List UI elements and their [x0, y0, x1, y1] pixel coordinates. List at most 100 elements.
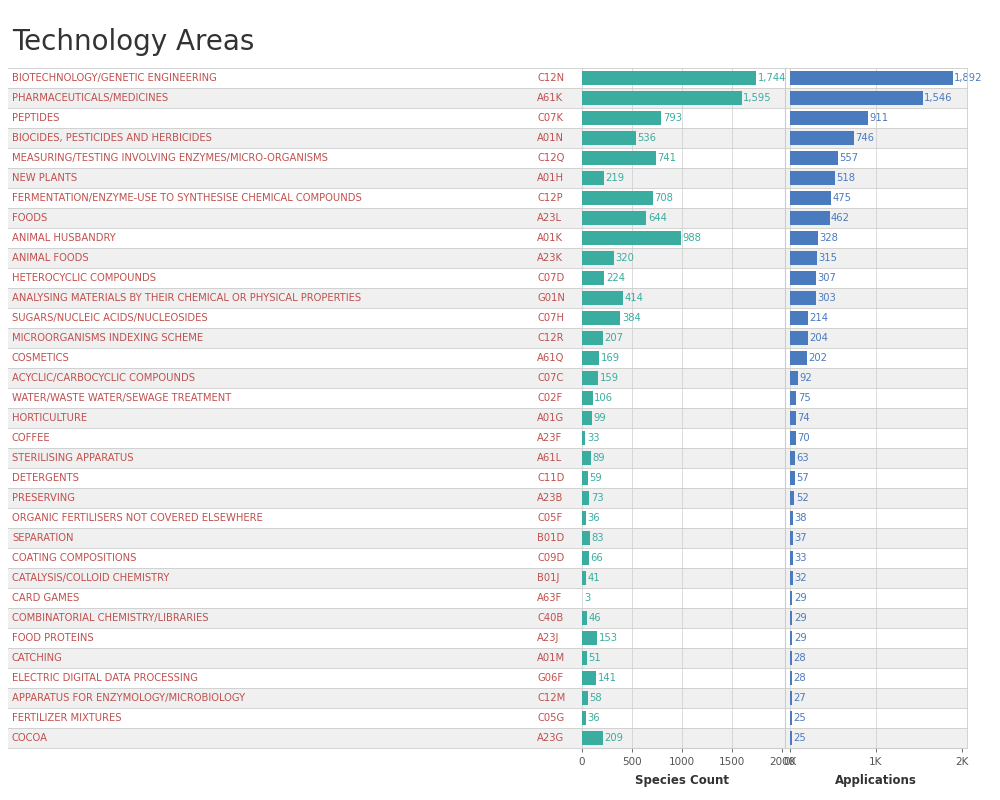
Text: SEPARATION: SEPARATION [12, 533, 74, 543]
Text: 41: 41 [588, 573, 600, 583]
Text: 3: 3 [584, 593, 590, 603]
Bar [790, 450, 795, 465]
Text: 462: 462 [831, 213, 850, 223]
Text: 51: 51 [589, 653, 601, 663]
Bar [790, 131, 854, 146]
Text: A23L: A23L [537, 213, 562, 223]
Text: 315: 315 [818, 253, 837, 263]
Bar [790, 71, 953, 86]
Text: B01D: B01D [537, 533, 564, 543]
Text: CARD GAMES: CARD GAMES [12, 593, 79, 603]
Bar [790, 331, 808, 346]
Text: 328: 328 [819, 233, 838, 243]
Text: 32: 32 [794, 573, 807, 583]
Text: ORGANIC FERTILISERS NOT COVERED ELSEWHERE: ORGANIC FERTILISERS NOT COVERED ELSEWHER… [12, 513, 263, 523]
Text: PHARMACEUTICALS/MEDICINES: PHARMACEUTICALS/MEDICINES [12, 93, 168, 103]
Text: G01N: G01N [537, 293, 565, 303]
Bar [582, 550, 589, 565]
Text: ACYCLIC/CARBOCYCLIC COMPOUNDS: ACYCLIC/CARBOCYCLIC COMPOUNDS [12, 373, 195, 383]
Bar [582, 231, 681, 245]
Text: 63: 63 [797, 453, 809, 463]
Bar [790, 630, 792, 645]
Bar [582, 251, 614, 266]
Bar [790, 371, 798, 385]
Text: 75: 75 [798, 393, 810, 403]
Text: C12N: C12N [537, 73, 564, 83]
Text: C40B: C40B [537, 613, 563, 623]
Bar [790, 531, 793, 546]
Bar [790, 411, 796, 426]
Bar [790, 670, 792, 685]
Text: C12M: C12M [537, 693, 565, 703]
Text: COFFEE: COFFEE [12, 433, 51, 443]
Text: 58: 58 [589, 693, 602, 703]
Text: A01K: A01K [537, 233, 563, 243]
Text: B01J: B01J [537, 573, 559, 583]
Text: COATING COMPOSITIONS: COATING COMPOSITIONS [12, 553, 136, 563]
Text: BIOTECHNOLOGY/GENETIC ENGINEERING: BIOTECHNOLOGY/GENETIC ENGINEERING [12, 73, 217, 83]
Text: C11D: C11D [537, 473, 564, 483]
Text: 28: 28 [794, 673, 806, 683]
Text: COCOA: COCOA [12, 733, 48, 743]
Text: 83: 83 [592, 533, 604, 543]
Text: 106: 106 [594, 393, 613, 403]
Bar [582, 731, 603, 746]
Bar [790, 291, 816, 305]
Text: C02F: C02F [537, 393, 562, 403]
Bar [790, 391, 796, 405]
Text: WATER/WASTE WATER/SEWAGE TREATMENT: WATER/WASTE WATER/SEWAGE TREATMENT [12, 393, 231, 403]
Text: BIOCIDES, PESTICIDES AND HERBICIDES: BIOCIDES, PESTICIDES AND HERBICIDES [12, 133, 212, 143]
Text: ANIMAL HUSBANDRY: ANIMAL HUSBANDRY [12, 233, 116, 243]
Text: 204: 204 [809, 333, 828, 343]
Text: ANIMAL FOODS: ANIMAL FOODS [12, 253, 89, 263]
Text: G06F: G06F [537, 673, 563, 683]
Text: 36: 36 [587, 513, 600, 523]
X-axis label: Species Count: Species Count [635, 774, 729, 787]
Text: 99: 99 [593, 413, 606, 423]
Text: 988: 988 [682, 233, 701, 243]
Bar [790, 430, 796, 445]
Text: MEASURING/TESTING INVOLVING ENZYMES/MICRO-ORGANISMS: MEASURING/TESTING INVOLVING ENZYMES/MICR… [12, 153, 328, 163]
Bar [582, 371, 598, 385]
Text: 307: 307 [818, 273, 837, 283]
X-axis label: Applications: Applications [835, 774, 917, 787]
Bar [790, 470, 795, 485]
Text: 74: 74 [798, 413, 810, 423]
Text: C12R: C12R [537, 333, 564, 343]
Text: PEPTIDES: PEPTIDES [12, 113, 59, 123]
Bar [582, 151, 656, 166]
Bar [582, 690, 588, 706]
Text: FOOD PROTEINS: FOOD PROTEINS [12, 633, 94, 643]
Bar [790, 111, 868, 126]
Bar [790, 550, 793, 565]
Text: HORTICULTURE: HORTICULTURE [12, 413, 87, 423]
Text: A61K: A61K [537, 93, 563, 103]
Bar [582, 310, 620, 325]
Text: 169: 169 [600, 353, 620, 363]
Text: 518: 518 [836, 173, 855, 183]
Bar [582, 131, 636, 146]
Text: 159: 159 [599, 373, 619, 383]
Text: 209: 209 [604, 733, 623, 743]
Text: 1,744: 1,744 [758, 73, 786, 83]
Bar [582, 211, 646, 226]
Text: STERILISING APPARATUS: STERILISING APPARATUS [12, 453, 134, 463]
Bar [582, 191, 653, 206]
Text: A63F: A63F [537, 593, 562, 603]
Bar [790, 270, 816, 286]
Text: 25: 25 [793, 713, 806, 723]
Text: 27: 27 [794, 693, 806, 703]
Bar [582, 391, 593, 405]
Bar [582, 91, 742, 106]
Text: 33: 33 [794, 553, 807, 563]
Bar [790, 171, 835, 186]
Bar [582, 350, 599, 365]
Text: 57: 57 [796, 473, 809, 483]
Text: FOODS: FOODS [12, 213, 47, 223]
Text: 46: 46 [588, 613, 601, 623]
Text: FERTILIZER MIXTURES: FERTILIZER MIXTURES [12, 713, 122, 723]
Text: 1,546: 1,546 [924, 93, 953, 103]
Text: 70: 70 [797, 433, 810, 443]
Text: 644: 644 [648, 213, 667, 223]
Text: 153: 153 [599, 633, 618, 643]
